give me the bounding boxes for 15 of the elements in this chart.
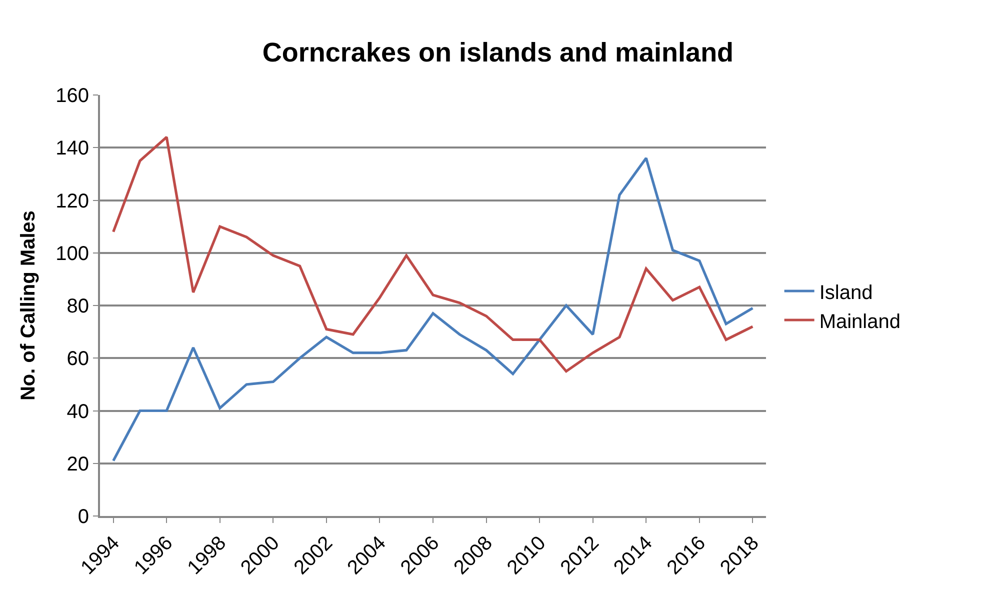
y-tick-label: 100	[56, 242, 89, 265]
y-tick-label: 80	[66, 296, 89, 318]
y-tick-label: 160	[56, 85, 89, 107]
line-series	[112, 156, 754, 462]
y-tick-label: 120	[56, 190, 89, 212]
y-tick-label: 40	[66, 400, 89, 423]
legend-label: Mainland	[819, 310, 900, 333]
line-series	[112, 136, 754, 373]
y-tick-label: 0	[78, 506, 89, 528]
y-tick-label: 140	[56, 138, 89, 160]
y-axis-title: No. of Calling Males	[18, 210, 40, 401]
y-tick-label: 60	[66, 348, 89, 370]
chart-title: Corncrakes on islands and mainland	[262, 37, 734, 68]
y-tick-label: 20	[66, 453, 89, 476]
legend-label: Island	[819, 282, 873, 304]
